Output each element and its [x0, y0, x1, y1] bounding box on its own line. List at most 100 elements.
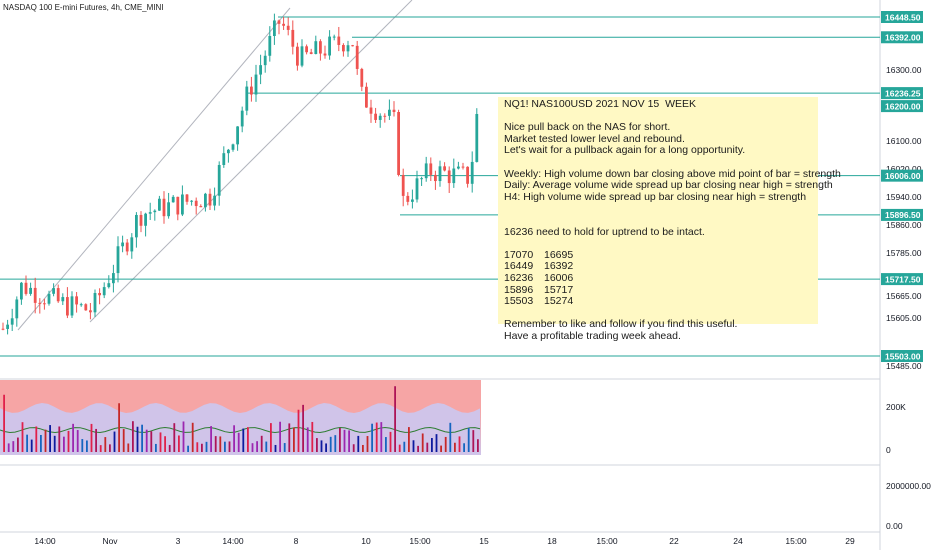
- candle-body: [70, 296, 74, 316]
- volume-bar: [463, 443, 465, 452]
- volume-bar: [421, 433, 424, 452]
- candle-body: [323, 53, 327, 56]
- note-line: Market tested lower level and rebound.: [504, 132, 685, 145]
- level-price-label: 15717.50: [885, 274, 921, 284]
- volume-bar: [3, 394, 5, 452]
- time-tick-label: 15:00: [409, 536, 431, 546]
- candle-body: [447, 170, 451, 184]
- volume-bar: [164, 436, 166, 452]
- candle-body: [79, 304, 83, 306]
- level-price-label-bg: [881, 273, 923, 286]
- candle-body: [346, 45, 350, 52]
- candle-body: [29, 287, 32, 294]
- analysis-note[interactable]: NQ1! NAS100USD 2021 NOV 15 WEEK Nice pull…: [498, 97, 841, 341]
- volume-bar: [122, 429, 125, 452]
- candle-body: [121, 242, 124, 247]
- time-tick-label: 8: [294, 536, 299, 546]
- note-line: NQ1! NAS100USD 2021 NOV 15 WEEK: [504, 98, 696, 110]
- volume-bar: [76, 430, 79, 452]
- candle-body: [319, 41, 322, 54]
- volume-bar: [40, 434, 42, 452]
- volume-bar: [306, 427, 309, 452]
- candle-body: [365, 86, 368, 108]
- candle-body: [227, 149, 230, 154]
- volume-bar: [274, 444, 277, 452]
- volume-bar: [362, 444, 364, 452]
- volume-bar: [233, 425, 235, 452]
- level-price-label-bg: [881, 100, 923, 113]
- candle-body: [52, 288, 55, 294]
- volume-bar: [472, 430, 475, 452]
- levels-table-cell: 15717: [544, 283, 574, 296]
- note-lines: NQ1! NAS100USD 2021 NOV 15 WEEK Nice pull…: [504, 98, 841, 250]
- candle-body: [273, 20, 276, 36]
- volume-bar: [145, 429, 148, 452]
- level-price-label-bg: [881, 208, 923, 221]
- candle-body: [10, 318, 14, 325]
- time-tick-label: 14:00: [222, 536, 244, 546]
- price-tick-label: 16100.00: [886, 136, 922, 146]
- candle-body: [240, 110, 244, 127]
- volume-bar: [339, 427, 341, 452]
- candle-body: [231, 144, 235, 150]
- candle-body: [351, 45, 354, 47]
- note-line: Remember to like and follow if you find …: [504, 318, 738, 331]
- level-price-label: 16392.00: [885, 33, 921, 43]
- price-tick-label: 15860.00: [886, 220, 922, 230]
- volume-average-line: [0, 426, 481, 434]
- note-line: [504, 238, 818, 250]
- volume-bar: [58, 426, 61, 452]
- volume-bar: [187, 445, 189, 452]
- volume-bar: [113, 431, 116, 452]
- candle-body: [153, 210, 157, 213]
- time-tick-label: 15: [479, 536, 489, 546]
- level-price-label: 16006.00: [885, 171, 921, 181]
- volume-bar: [81, 439, 84, 452]
- volume-bar: [380, 422, 383, 452]
- level-price-label: 15503.00: [885, 351, 921, 361]
- volume-bar: [352, 444, 355, 452]
- candle-body: [263, 55, 267, 66]
- volume-bar: [132, 421, 134, 452]
- candle-body: [93, 292, 97, 313]
- candle-body: [388, 109, 391, 116]
- volume-bar: [67, 430, 70, 452]
- note-line: [504, 215, 818, 227]
- levels-table-cell: 15274: [544, 295, 574, 308]
- note-line: Weekly: High volume down bar closing abo…: [504, 167, 841, 180]
- candle-body: [66, 297, 69, 316]
- volume-bar: [86, 440, 88, 452]
- volume-bar: [440, 445, 442, 452]
- candle-body: [222, 153, 226, 165]
- volume-bar: [26, 434, 28, 452]
- note-line: Daily: Average volume wide spread up bar…: [504, 179, 833, 192]
- time-tick-label: 24: [733, 536, 743, 546]
- time-tick-label: 22: [669, 536, 679, 546]
- candle-body: [162, 198, 166, 217]
- volume-bar: [178, 435, 180, 452]
- note-line: [504, 203, 818, 215]
- volume-bar: [72, 423, 74, 452]
- candle-body: [89, 310, 92, 313]
- volume-bar: [44, 429, 47, 452]
- volume-bar: [449, 422, 452, 452]
- candle-body: [268, 35, 272, 56]
- volume-bar: [343, 429, 346, 452]
- volume-bar: [260, 435, 263, 452]
- time-tick-label: 15:00: [596, 536, 618, 546]
- candle-body: [56, 288, 60, 302]
- levels-table-cell: 15896: [504, 283, 534, 296]
- volume-bar: [99, 445, 102, 452]
- volume-bar: [444, 436, 447, 452]
- volume-bar: [30, 439, 33, 452]
- candle-body: [309, 52, 313, 55]
- volume-bar: [173, 423, 176, 452]
- volume-bar: [136, 426, 139, 452]
- volume-bar: [375, 422, 378, 452]
- candle-body: [43, 303, 46, 305]
- candle-body: [181, 194, 184, 215]
- volume-bar: [49, 425, 51, 452]
- candle-body: [429, 163, 433, 175]
- volume-bar: [297, 409, 300, 452]
